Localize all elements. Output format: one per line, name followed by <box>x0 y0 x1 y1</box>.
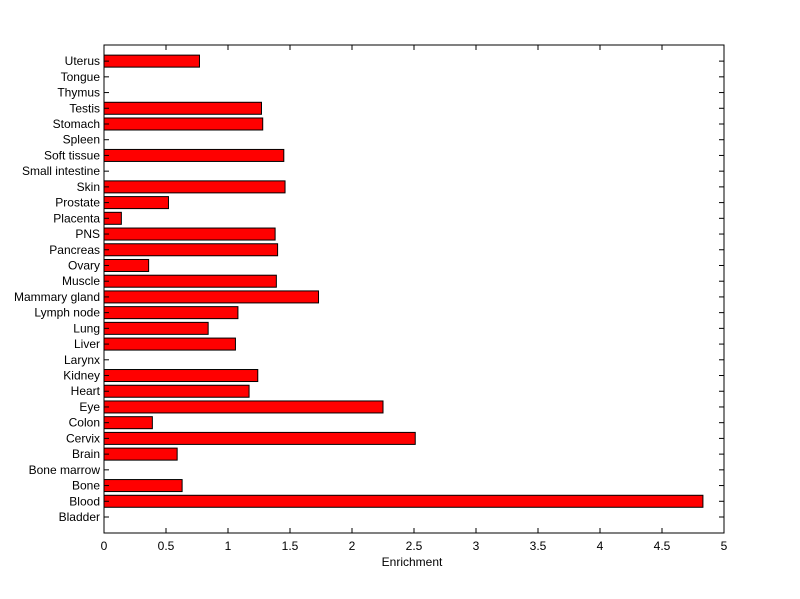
bar-muscle <box>103 274 277 288</box>
bar-mammary-gland <box>103 290 320 304</box>
y-tick-label: Skin <box>77 180 100 194</box>
y-tick-label: Muscle <box>62 274 100 288</box>
y-tick-label: PNS <box>75 227 100 241</box>
bar-blood <box>103 494 704 508</box>
bar-ovary <box>103 258 150 272</box>
x-tick-label: 1.5 <box>282 539 299 553</box>
x-tick-label: 3.5 <box>530 539 547 553</box>
y-tick-label: Brain <box>72 447 100 461</box>
y-tick-label: Thymus <box>57 86 100 100</box>
y-tick-label: Cervix <box>66 431 100 445</box>
bar-soft-tissue <box>103 148 285 162</box>
bar-kidney <box>103 369 259 383</box>
bar-lymph-node <box>103 306 239 320</box>
bar-colon <box>103 416 153 430</box>
y-tick-label: Larynx <box>64 353 100 367</box>
y-tick-label: Liver <box>74 337 100 351</box>
x-tick-label: 0.5 <box>158 539 175 553</box>
bar-prostate <box>103 196 169 210</box>
y-tick-label: Bladder <box>59 510 100 524</box>
bar-pns <box>103 227 276 241</box>
y-tick-label: Eye <box>79 400 100 414</box>
y-tick-label: Blood <box>69 494 100 508</box>
y-tick-label: Soft tissue <box>44 148 100 162</box>
y-tick-label: Bone <box>72 479 100 493</box>
bar-skin <box>103 180 286 194</box>
x-tick-label: 5 <box>721 539 728 553</box>
bar-uterus <box>103 54 200 68</box>
y-tick-label: Bone marrow <box>29 463 101 477</box>
bars <box>103 54 704 508</box>
y-tick-label: Placenta <box>53 211 100 225</box>
y-tick-label: Prostate <box>55 196 100 210</box>
y-tick-label: Kidney <box>63 369 100 383</box>
bar-heart <box>103 384 250 398</box>
y-tick-label: Small intestine <box>22 164 100 178</box>
bar-pancreas <box>103 243 279 257</box>
y-tick-label: Tongue <box>61 70 101 84</box>
bar-stomach <box>103 117 264 131</box>
bar-bone <box>103 479 183 493</box>
x-tick-label: 3 <box>473 539 480 553</box>
y-tick-label: Heart <box>71 384 101 398</box>
y-tick-label: Ovary <box>68 258 100 272</box>
x-tick-label: 2.5 <box>406 539 423 553</box>
y-tick-label: Mammary gland <box>14 290 100 304</box>
bar-lung <box>103 321 209 335</box>
y-tick-label: Spleen <box>63 133 100 147</box>
bar-eye <box>103 400 384 414</box>
x-tick-label: 4.5 <box>654 539 671 553</box>
y-tick-label: Lymph node <box>34 306 100 320</box>
bar-liver <box>103 337 236 351</box>
y-tick-label: Lung <box>73 321 100 335</box>
x-tick-label: 1 <box>225 539 232 553</box>
bar-brain <box>103 447 178 461</box>
ticks <box>103 45 725 533</box>
x-tick-label: 4 <box>597 539 604 553</box>
bar-testis <box>103 101 262 115</box>
y-tick-label: Uterus <box>65 54 100 68</box>
x-tick-label: 2 <box>349 539 356 553</box>
y-tick-label: Stomach <box>53 117 100 131</box>
x-axis-label: Enrichment <box>382 555 443 569</box>
x-tick-label: 0 <box>101 539 108 553</box>
y-tick-label: Testis <box>69 101 100 115</box>
y-tick-label: Colon <box>69 416 100 430</box>
y-tick-label: Pancreas <box>49 243 100 257</box>
bar-cervix <box>103 431 416 445</box>
